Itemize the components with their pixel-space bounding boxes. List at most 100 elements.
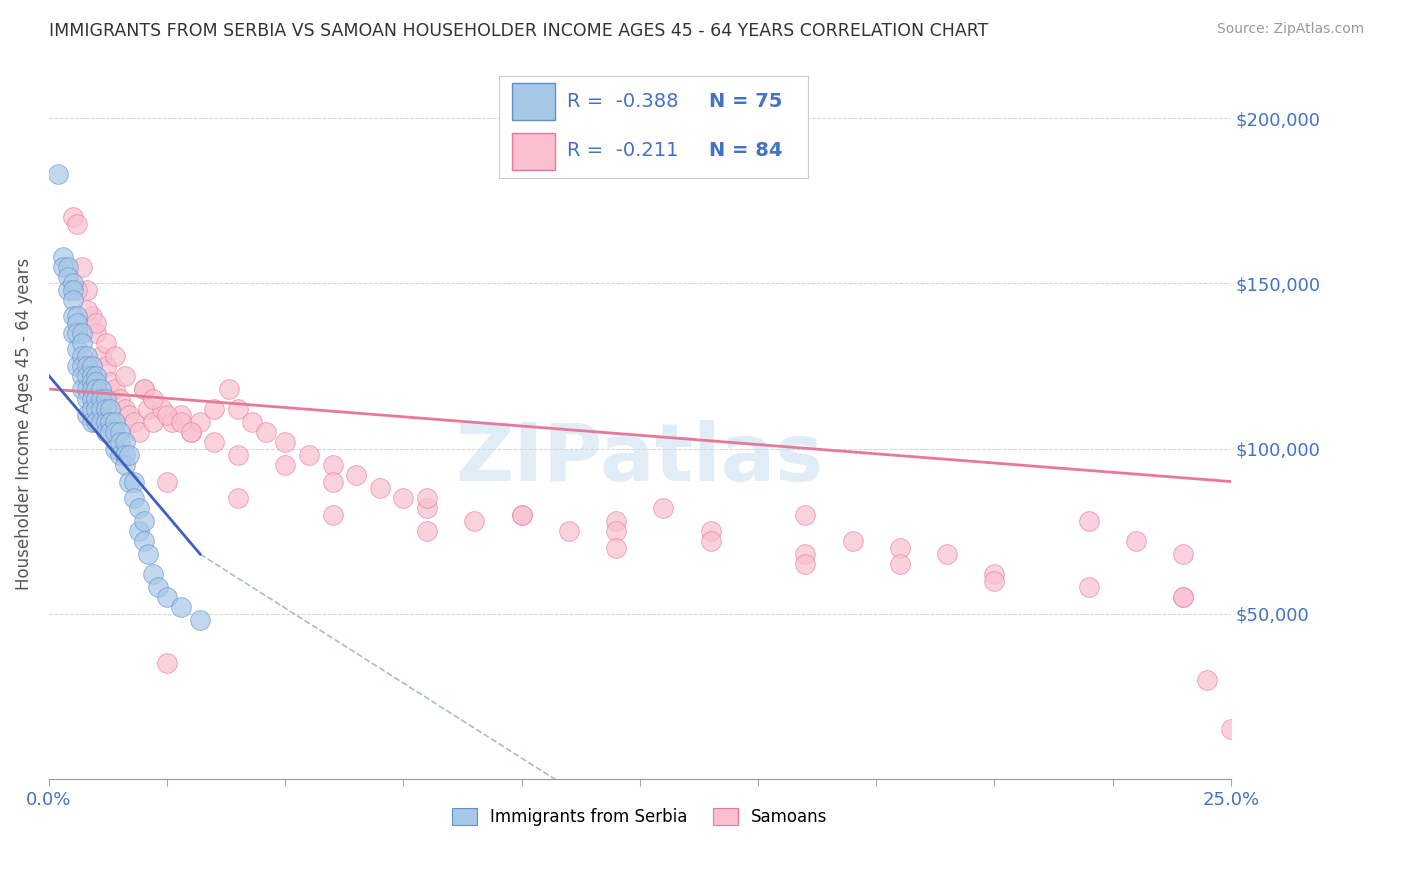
Point bbox=[56, 283, 79, 297]
Point bbox=[889, 541, 911, 555]
Point bbox=[226, 401, 249, 416]
Point bbox=[188, 613, 211, 627]
Point bbox=[90, 415, 112, 429]
Point bbox=[700, 524, 723, 538]
Legend: Immigrants from Serbia, Samoans: Immigrants from Serbia, Samoans bbox=[444, 800, 837, 835]
Point bbox=[136, 401, 159, 416]
Point bbox=[90, 401, 112, 416]
Point bbox=[118, 448, 141, 462]
Point bbox=[889, 557, 911, 571]
Point bbox=[48, 167, 70, 181]
Point bbox=[700, 534, 723, 549]
Point bbox=[605, 524, 627, 538]
Point bbox=[70, 368, 93, 383]
Point bbox=[104, 425, 127, 439]
Text: R =  -0.211: R = -0.211 bbox=[567, 141, 679, 161]
Point bbox=[84, 415, 107, 429]
Point bbox=[80, 310, 103, 324]
Point bbox=[80, 401, 103, 416]
Point bbox=[118, 475, 141, 489]
Point bbox=[226, 448, 249, 462]
Point bbox=[104, 442, 127, 456]
Point bbox=[118, 409, 141, 423]
Point bbox=[605, 514, 627, 528]
Point bbox=[66, 343, 89, 357]
Point bbox=[70, 359, 93, 373]
Point bbox=[108, 434, 131, 449]
Point bbox=[298, 448, 321, 462]
Point bbox=[94, 401, 117, 416]
Point bbox=[122, 475, 145, 489]
Point bbox=[94, 335, 117, 350]
Point bbox=[70, 326, 93, 340]
Point bbox=[128, 425, 150, 439]
Point bbox=[226, 491, 249, 505]
Point bbox=[100, 425, 122, 439]
Point bbox=[84, 316, 107, 330]
Point bbox=[416, 524, 439, 538]
Point bbox=[146, 580, 169, 594]
Point bbox=[463, 514, 485, 528]
Point bbox=[76, 409, 98, 423]
Point bbox=[56, 269, 79, 284]
Point bbox=[170, 409, 193, 423]
Point bbox=[983, 567, 1005, 582]
Point bbox=[66, 359, 89, 373]
Point bbox=[274, 458, 297, 472]
Point bbox=[80, 392, 103, 406]
Point bbox=[1077, 514, 1099, 528]
Point bbox=[188, 415, 211, 429]
Point bbox=[94, 359, 117, 373]
Point bbox=[66, 326, 89, 340]
Point bbox=[76, 349, 98, 363]
Point bbox=[94, 425, 117, 439]
Point bbox=[114, 434, 136, 449]
Point bbox=[90, 382, 112, 396]
Point bbox=[90, 349, 112, 363]
Point bbox=[240, 415, 263, 429]
Point bbox=[76, 382, 98, 396]
FancyBboxPatch shape bbox=[512, 83, 555, 120]
Point bbox=[156, 590, 179, 604]
Point bbox=[1219, 723, 1241, 737]
Point bbox=[344, 467, 367, 482]
Point bbox=[104, 349, 127, 363]
Point bbox=[132, 514, 155, 528]
Point bbox=[983, 574, 1005, 588]
Point bbox=[108, 392, 131, 406]
Point bbox=[62, 283, 84, 297]
Text: N = 75: N = 75 bbox=[710, 92, 783, 111]
Point bbox=[104, 382, 127, 396]
Point bbox=[84, 376, 107, 390]
Point bbox=[70, 260, 93, 274]
Point bbox=[52, 250, 75, 264]
Point bbox=[204, 434, 226, 449]
Point bbox=[180, 425, 202, 439]
Point bbox=[94, 392, 117, 406]
Point bbox=[392, 491, 415, 505]
Text: ZIPatlas: ZIPatlas bbox=[456, 420, 824, 499]
Point bbox=[84, 401, 107, 416]
Point bbox=[794, 557, 817, 571]
Point bbox=[62, 293, 84, 307]
Point bbox=[170, 600, 193, 615]
Point bbox=[170, 415, 193, 429]
Point bbox=[62, 326, 84, 340]
Point bbox=[128, 524, 150, 538]
Point bbox=[142, 567, 165, 582]
Point bbox=[104, 415, 127, 429]
Point bbox=[70, 349, 93, 363]
Point bbox=[322, 458, 344, 472]
Point bbox=[132, 382, 155, 396]
Point bbox=[70, 335, 93, 350]
Point bbox=[1077, 580, 1099, 594]
Point bbox=[114, 368, 136, 383]
Point bbox=[416, 491, 439, 505]
Point bbox=[156, 475, 179, 489]
Text: N = 84: N = 84 bbox=[710, 141, 783, 161]
Point bbox=[84, 382, 107, 396]
Point bbox=[76, 283, 98, 297]
Point bbox=[100, 415, 122, 429]
Point bbox=[510, 508, 533, 522]
Point bbox=[84, 326, 107, 340]
